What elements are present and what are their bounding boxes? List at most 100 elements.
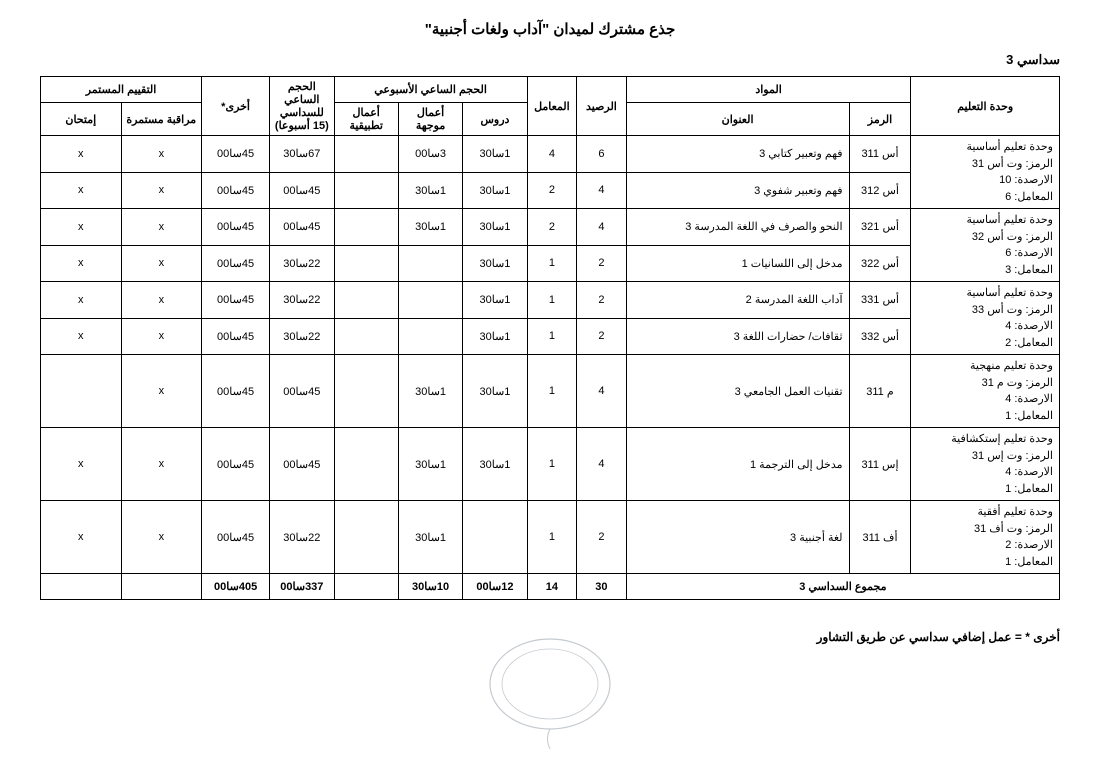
cell-exam: x — [41, 172, 122, 209]
cell-sem: 67سا30 — [270, 136, 334, 173]
cell-prac — [334, 172, 398, 209]
cell-sem: 45سا00 — [270, 172, 334, 209]
cell-cc: x — [121, 501, 201, 574]
cell-code: أس 321 — [849, 209, 911, 246]
cell-code: م 311 — [849, 355, 911, 428]
cell-coef: 1 — [527, 428, 577, 501]
cell-credit: 6 — [577, 136, 627, 173]
cell-lec: 1سا30 — [463, 318, 527, 355]
cell-exam: x — [41, 136, 122, 173]
table-row: وحدة تعليم أساسيةالرمز: وت أس 32الارصدة:… — [41, 209, 1060, 246]
cell-credit: 4 — [577, 172, 627, 209]
totals-exam — [41, 574, 122, 600]
hdr-title: العنوان — [626, 103, 849, 136]
table-row: أس 312فهم وتعبير شفوي 3421سا301سا3045سا0… — [41, 172, 1060, 209]
unit-cell: وحدة تعليم إستكشافيةالرمز: وت إس 31الارص… — [911, 428, 1060, 501]
hdr-semhrs: الحجم الساعي للسداسي (15 أسبوعا) — [270, 77, 334, 136]
cell-credit: 2 — [577, 318, 627, 355]
cell-prac — [334, 318, 398, 355]
cell-lec: 1سا30 — [463, 428, 527, 501]
cell-exam: x — [41, 428, 122, 501]
cell-sem: 22سا30 — [270, 318, 334, 355]
cell-tut: 3سا00 — [398, 136, 462, 173]
cell-coef: 2 — [527, 209, 577, 246]
cell-cc: x — [121, 209, 201, 246]
cell-code: أس 312 — [849, 172, 911, 209]
unit-cell: وحدة تعليم أساسيةالرمز: وت أس 32الارصدة:… — [911, 209, 1060, 282]
cell-code: إس 311 — [849, 428, 911, 501]
cell-cc: x — [121, 282, 201, 319]
hdr-weekly: الحجم الساعي الأسبوعي — [334, 77, 527, 103]
totals-tut: 10سا30 — [398, 574, 462, 600]
stamp-icon — [40, 634, 1060, 757]
table-row: وحدة تعليم إستكشافيةالرمز: وت إس 31الارص… — [41, 428, 1060, 501]
table-row: وحدة تعليم منهجيةالرمز: وت م 31الارصدة: … — [41, 355, 1060, 428]
totals-cc — [121, 574, 201, 600]
cell-title: لغة أجنبية 3 — [626, 501, 849, 574]
cell-other: 45سا00 — [202, 355, 270, 428]
table-row: أس 322مدخل إلى اللسانيات 1211سا3022سا304… — [41, 245, 1060, 282]
cell-prac — [334, 501, 398, 574]
cell-credit: 2 — [577, 501, 627, 574]
cell-cc: x — [121, 318, 201, 355]
cell-coef: 1 — [527, 318, 577, 355]
cell-prac — [334, 355, 398, 428]
cell-credit: 4 — [577, 355, 627, 428]
cell-lec: 1سا30 — [463, 282, 527, 319]
totals-sem: 337سا00 — [270, 574, 334, 600]
cell-title: ثقافات/ حضارات اللغة 3 — [626, 318, 849, 355]
cell-other: 45سا00 — [202, 501, 270, 574]
cell-credit: 4 — [577, 428, 627, 501]
cell-cc: x — [121, 428, 201, 501]
table-row: وحدة تعليم أساسيةالرمز: وت أس 33الارصدة:… — [41, 282, 1060, 319]
cell-sem: 45سا00 — [270, 209, 334, 246]
cell-prac — [334, 209, 398, 246]
cell-title: مدخل إلى اللسانيات 1 — [626, 245, 849, 282]
hdr-tut: أعمال موجهة — [398, 103, 462, 136]
cell-title: فهم وتعبير شفوي 3 — [626, 172, 849, 209]
cell-prac — [334, 136, 398, 173]
hdr-other: أخرى* — [202, 77, 270, 136]
cell-title: فهم وتعبير كتابي 3 — [626, 136, 849, 173]
cell-tut — [398, 318, 462, 355]
hdr-subjects: المواد — [626, 77, 911, 103]
cell-lec: 1سا30 — [463, 355, 527, 428]
hdr-cc: مراقبة مستمرة — [121, 103, 201, 136]
cell-other: 45سا00 — [202, 172, 270, 209]
cell-tut: 1سا30 — [398, 501, 462, 574]
hdr-eval: التقييم المستمر — [41, 77, 202, 103]
unit-cell: وحدة تعليم أفقيةالرمز: وت أف 31الارصدة: … — [911, 501, 1060, 574]
semester-label: سداسي 3 — [40, 52, 1060, 68]
cell-code: أس 331 — [849, 282, 911, 319]
hdr-prac: أعمال تطبيقية — [334, 103, 398, 136]
table-row: وحدة تعليم أفقيةالرمز: وت أف 31الارصدة: … — [41, 501, 1060, 574]
unit-cell: وحدة تعليم أساسيةالرمز: وت أس 33الارصدة:… — [911, 282, 1060, 355]
cell-coef: 1 — [527, 501, 577, 574]
table-row: أس 332ثقافات/ حضارات اللغة 3211سا30 22سا3… — [41, 318, 1060, 355]
cell-code: أس 322 — [849, 245, 911, 282]
cell-other: 45سا00 — [202, 209, 270, 246]
hdr-exam: إمتحان — [41, 103, 122, 136]
cell-other: 45سا00 — [202, 282, 270, 319]
cell-coef: 1 — [527, 355, 577, 428]
cell-sem: 22سا30 — [270, 282, 334, 319]
hdr-unit: وحدة التعليم — [911, 77, 1060, 136]
cell-tut — [398, 245, 462, 282]
unit-cell: وحدة تعليم منهجيةالرمز: وت م 31الارصدة: … — [911, 355, 1060, 428]
cell-code: أف 311 — [849, 501, 911, 574]
cell-tut: 1سا30 — [398, 428, 462, 501]
totals-row: مجموع السداسي 3301412سا0010سا30337سا0040… — [41, 574, 1060, 600]
cell-lec: 1سا30 — [463, 209, 527, 246]
cell-tut: 1سا30 — [398, 355, 462, 428]
totals-label: مجموع السداسي 3 — [626, 574, 1059, 600]
cell-code: أس 332 — [849, 318, 911, 355]
cell-title: تقنيات العمل الجامعي 3 — [626, 355, 849, 428]
hdr-coef: المعامل — [527, 77, 577, 136]
totals-credit: 30 — [577, 574, 627, 600]
cell-coef: 1 — [527, 282, 577, 319]
hdr-code: الرمز — [849, 103, 911, 136]
totals-coef: 14 — [527, 574, 577, 600]
cell-exam: x — [41, 318, 122, 355]
cell-cc: x — [121, 245, 201, 282]
totals-prac — [334, 574, 398, 600]
